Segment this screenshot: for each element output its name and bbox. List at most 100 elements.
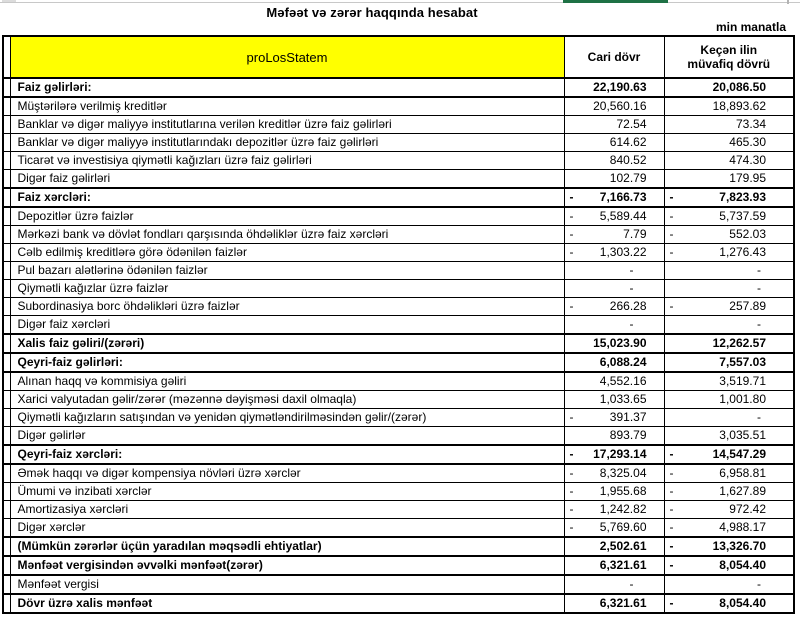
row-label-cell: Cəlb edilmiş kreditlərə görə ödənilən fa… <box>9 243 565 262</box>
minus-sign: - <box>569 520 574 534</box>
table-row: Xarici valyutadan gəlir/zərər (məzənnə d… <box>2 390 795 409</box>
row-spacer-cell <box>2 297 11 316</box>
row-label-text: Ümumi və inzibati xərclər <box>17 484 152 498</box>
prior-period-amount: 4,988.17 <box>719 520 766 534</box>
prior-period-value-cell: - 5,737.59 <box>663 206 795 226</box>
row-label-cell: Xalis faiz gəliri/(zərəri) <box>9 333 565 354</box>
current-period-amount: 5,589.44 <box>599 209 647 223</box>
row-spacer-cell <box>2 390 11 409</box>
minus-sign: - <box>669 190 674 204</box>
row-label-cell: Pul bazarı alətlərinə ödənilən faizlər <box>9 261 565 280</box>
prior-period-value-cell: 7,557.03 <box>663 352 795 373</box>
prior-period-value-cell: - 8,054.40 <box>663 593 795 614</box>
current-period-value-cell: - 7.79 <box>563 225 665 244</box>
prior-period-amount: 8,054.40 <box>719 558 766 572</box>
prior-period-amount: - <box>757 281 761 295</box>
current-period-value-cell: 893.79 <box>563 426 665 446</box>
prior-period-amount: 257.89 <box>729 299 766 313</box>
row-spacer-cell <box>2 225 11 244</box>
excel-selection-border <box>563 0 668 3</box>
row-label-cell: Mənfəət vergisindən əvvəlki mənfəət(zərə… <box>9 555 565 576</box>
row-label-cell: (Mümkün zərərlər üçün yaradılan məqsədli… <box>9 536 565 557</box>
row-spacer-cell <box>2 333 11 354</box>
row-spacer-cell <box>2 574 11 595</box>
minus-sign: - <box>669 245 674 259</box>
current-period-amount: 20,560.16 <box>593 99 647 113</box>
row-label-cell: Digər gəlirlər <box>9 426 565 446</box>
prior-period-value-cell: 18,893.62 <box>663 96 795 116</box>
current-period-amount: 17,293.14 <box>593 447 647 461</box>
row-label-text: Faiz xərcləri: <box>17 190 91 204</box>
prior-period-amount: 5,737.59 <box>719 209 766 223</box>
table-row: Digər gəlirlər 893.79 3,035.51 <box>2 426 795 446</box>
row-label-cell: Qiymətli kağızların satışından və yenidə… <box>9 408 565 427</box>
minus-sign: - <box>669 539 674 553</box>
minus-sign: - <box>669 596 674 610</box>
header-spacer-cell <box>2 35 11 79</box>
row-label-text: Xarici valyutadan gəlir/zərər (məzənnə d… <box>17 392 357 406</box>
current-period-value-cell: - <box>563 315 665 335</box>
minus-sign: - <box>669 299 674 313</box>
current-period-value-cell: 614.62 <box>563 133 665 152</box>
row-label-text: Mənfəət vergisindən əvvəlki mənfəət(zərə… <box>17 558 263 572</box>
header-row: proLosStatem Cari dövr Keçən ilin müvafi… <box>2 35 795 79</box>
row-spacer-cell <box>2 352 11 373</box>
prior-period-value-cell: - 13,326.70 <box>663 536 795 557</box>
table-row: Mənfəət vergisindən əvvəlki mənfəət(zərə… <box>2 555 795 576</box>
table-row: Depozitlər üzrə faizlər - 5,589.44 - 5,737… <box>2 206 795 226</box>
prior-period-value-cell: - 1,276.43 <box>663 243 795 262</box>
table-row: Qeyri-faiz gəlirləri: 6,088.24 7,557.03 <box>2 352 795 373</box>
prior-period-amount: 8,054.40 <box>719 596 766 610</box>
row-label-text: Depozitlər üzrə faizlər <box>17 209 134 223</box>
row-label-cell: Banklar və digər maliyyə institutlarına … <box>9 115 565 134</box>
minus-sign: - <box>569 484 574 498</box>
row-label-cell: Mərkəzi bank və dövlət fondları qarşısın… <box>9 225 565 244</box>
row-label-cell: Digər faiz xərcləri <box>9 315 565 335</box>
minus-sign: - <box>669 466 674 480</box>
row-label-cell: Ticarət və investisiya qiymətli kağızlar… <box>9 151 565 170</box>
prior-period-value-cell: - 4,988.17 <box>663 518 795 538</box>
prior-period-value-cell: - 1,627.89 <box>663 482 795 501</box>
current-period-value-cell: - 1,242.82 <box>563 500 665 519</box>
row-label-cell: Qeyri-faiz gəlirləri: <box>9 352 565 373</box>
row-spacer-cell <box>2 500 11 519</box>
minus-sign: - <box>669 209 674 223</box>
row-label-cell: Alınan haqq və kommisiya gəliri <box>9 371 565 391</box>
current-period-amount: 102.79 <box>609 171 647 185</box>
row-spacer-cell <box>2 133 11 152</box>
table-row: Qeyri-faiz xərcləri: - 17,293.14 - 14,547.… <box>2 444 795 465</box>
current-period-amount: 22,190.63 <box>593 80 647 94</box>
current-period-amount: 893.79 <box>609 428 647 442</box>
row-label-text: Əmək haqqı və digər kompensiya növləri ü… <box>17 466 301 480</box>
row-label-text: Müştərilərə verilmiş kreditlər <box>17 99 167 113</box>
current-period-value-cell: 102.79 <box>563 169 665 189</box>
gridline-tick-right <box>787 0 789 4</box>
row-label-text: Digər xərclər <box>17 520 86 534</box>
current-period-value-cell: - 8,325.04 <box>563 463 665 483</box>
prior-period-amount: 13,326.70 <box>712 539 766 553</box>
prior-period-value-cell: 3,519.71 <box>663 371 795 391</box>
row-label-cell: Dövr üzrə xalis mənfəət <box>9 593 565 614</box>
table-row: Əmək haqqı və digər kompensiya növləri ü… <box>2 463 795 483</box>
row-label-text: Qiymətli kağızların satışından və yenidə… <box>17 410 427 424</box>
row-label-cell: Faiz gəlirləri: <box>9 77 565 98</box>
table-row: Qiymətli kağızların satışından və yenidə… <box>2 408 795 427</box>
row-label-text: Qeyri-faiz xərcləri: <box>17 447 123 461</box>
current-period-amount: 7,166.73 <box>599 190 647 204</box>
minus-sign: - <box>669 484 674 498</box>
row-label-text: Qiymətli kağızlar üzrə faizlər <box>17 281 169 295</box>
current-period-amount: 5,769.60 <box>599 520 647 534</box>
row-label-text: Digər faiz gəlirləri <box>17 171 111 185</box>
prior-period-value-cell: - 6,958.81 <box>663 463 795 483</box>
row-spacer-cell <box>2 426 11 446</box>
minus-sign: - <box>569 227 574 241</box>
row-spacer-cell <box>2 444 11 465</box>
prior-period-amount: 6,958.81 <box>719 466 766 480</box>
table-row: Faiz gəlirləri: 22,190.63 20,086.50 <box>2 77 795 98</box>
current-period-amount: 7.79 <box>623 227 647 241</box>
row-label-text: Pul bazarı alətlərinə ödənilən faizlər <box>17 263 208 277</box>
row-label-cell: Subordinasiya borc öhdəlikləri üzrə faiz… <box>9 297 565 316</box>
row-label-text: Digər faiz xərcləri <box>17 317 111 331</box>
prior-period-value-cell: - <box>663 315 795 335</box>
